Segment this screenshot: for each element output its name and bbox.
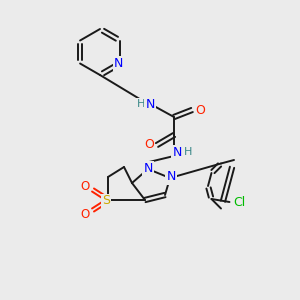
Text: Cl: Cl: [233, 196, 246, 208]
Text: H: H: [137, 99, 145, 109]
Text: N: N: [145, 98, 155, 110]
Text: N: N: [114, 57, 124, 70]
Text: N: N: [143, 161, 153, 175]
Text: H: H: [184, 147, 192, 157]
Text: O: O: [195, 103, 205, 116]
Text: S: S: [102, 194, 110, 208]
Text: O: O: [80, 208, 90, 220]
Text: O: O: [80, 179, 90, 193]
Text: N: N: [172, 146, 182, 158]
Text: N: N: [166, 170, 176, 184]
Text: O: O: [144, 139, 154, 152]
